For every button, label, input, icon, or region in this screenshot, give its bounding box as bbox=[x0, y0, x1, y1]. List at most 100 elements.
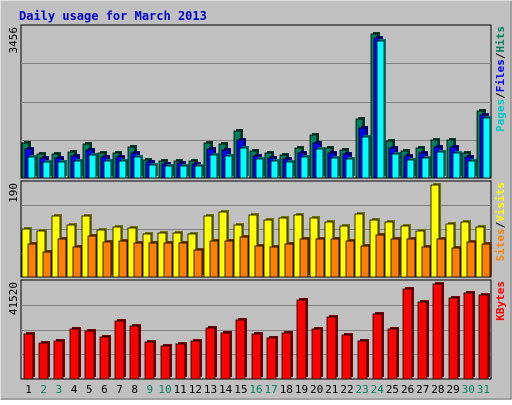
bar-pages bbox=[255, 158, 264, 179]
bar-pages bbox=[300, 156, 309, 179]
x-tick-label: 24 bbox=[371, 383, 385, 396]
x-tick-label: 5 bbox=[86, 383, 93, 396]
bar-kbytes bbox=[296, 299, 307, 380]
x-tick-label: 19 bbox=[295, 383, 308, 396]
x-tick-label: 27 bbox=[416, 383, 429, 396]
bar-sites bbox=[178, 242, 188, 278]
bar-pages bbox=[164, 165, 173, 179]
legend-entry: Pages bbox=[494, 99, 507, 132]
bar-sites bbox=[269, 246, 279, 278]
bar-pages bbox=[376, 40, 385, 179]
bar-kbytes bbox=[402, 288, 413, 380]
bar-sites bbox=[224, 240, 234, 278]
x-tick-label: 13 bbox=[204, 383, 217, 396]
x-tick-label: 11 bbox=[174, 383, 187, 396]
bar-sites bbox=[87, 235, 97, 278]
bar-pages bbox=[148, 164, 157, 179]
x-tick-label: 26 bbox=[401, 383, 414, 396]
bar-pages bbox=[270, 160, 279, 179]
bar-kbytes bbox=[326, 316, 337, 380]
legend-entry: Sites bbox=[494, 228, 507, 261]
bar-sites bbox=[345, 240, 355, 278]
bar-sites bbox=[330, 238, 340, 278]
x-tick-label: 14 bbox=[219, 383, 233, 396]
bar-kbytes bbox=[432, 283, 443, 380]
bar-sites bbox=[72, 246, 82, 278]
x-tick-label: 7 bbox=[116, 383, 123, 396]
bar-pages bbox=[345, 158, 354, 179]
bar-pages bbox=[406, 159, 415, 179]
x-tick-label: 1 bbox=[25, 383, 32, 396]
panel-hits: 3456 Pages/Files/Hits bbox=[7, 24, 507, 179]
bar-pages bbox=[27, 156, 36, 179]
bar-kbytes bbox=[417, 301, 428, 380]
bar-sites bbox=[390, 238, 400, 278]
x-axis-labels: 1 2 3 4 5 6 7 8 9 10 11 12 13 14 15 16 17 18 19 20 21 22 23 24 2… bbox=[25, 383, 490, 396]
bar-pages bbox=[57, 161, 66, 179]
bar-kbytes bbox=[266, 337, 277, 380]
bar-kbytes bbox=[144, 341, 155, 380]
bar-pages bbox=[361, 136, 370, 179]
bar-kbytes bbox=[235, 319, 246, 380]
bar-kbytes bbox=[190, 340, 201, 380]
x-tick-label: 10 bbox=[158, 383, 171, 396]
bar-sites bbox=[360, 245, 370, 278]
bar-kbytes bbox=[387, 328, 398, 380]
legend-visits: Sites/Visits bbox=[494, 182, 507, 262]
bar-visits bbox=[430, 184, 440, 278]
legend-kbytes: KBytes bbox=[494, 281, 507, 321]
bar-pages bbox=[42, 161, 51, 179]
bar-sites bbox=[254, 245, 264, 278]
bar-sites bbox=[406, 238, 416, 278]
bar-pages bbox=[209, 154, 218, 179]
x-tick-label: 21 bbox=[325, 383, 338, 396]
bar-kbytes bbox=[478, 294, 489, 380]
bar-kbytes bbox=[372, 313, 383, 380]
x-tick-label: 16 bbox=[249, 383, 262, 396]
bar-sites bbox=[239, 236, 249, 278]
x-tick-label: 31 bbox=[477, 383, 490, 396]
x-tick-label: 3 bbox=[56, 383, 63, 396]
bar-kbytes bbox=[311, 328, 322, 380]
bar-sites bbox=[466, 241, 476, 278]
bar-sites bbox=[375, 234, 385, 278]
bar-pages bbox=[315, 148, 324, 179]
bar-kbytes bbox=[129, 325, 140, 380]
bar-sites bbox=[299, 238, 309, 278]
bar-kbytes bbox=[23, 333, 34, 380]
legend-separator: / bbox=[494, 221, 507, 228]
bar-sites bbox=[102, 241, 112, 278]
bar-kbytes bbox=[69, 328, 80, 380]
panel-kbytes: 41520 KBytes bbox=[7, 279, 507, 380]
bar-pages bbox=[330, 157, 339, 179]
x-tick-label: 4 bbox=[71, 383, 78, 396]
chart-title: Daily usage for March 2013 bbox=[19, 9, 207, 23]
bar-kbytes bbox=[341, 334, 352, 380]
bar-kbytes bbox=[205, 327, 216, 380]
bar-pages bbox=[88, 154, 97, 179]
x-tick-label: 12 bbox=[189, 383, 202, 396]
y-max-label: 3456 bbox=[7, 27, 20, 54]
bar-kbytes bbox=[220, 332, 231, 380]
bar-pages bbox=[391, 153, 400, 179]
bar-pages bbox=[224, 155, 233, 179]
x-tick-label: 2 bbox=[40, 383, 47, 396]
bar-kbytes bbox=[38, 342, 49, 380]
bar-sites bbox=[148, 242, 158, 278]
bar-pages bbox=[452, 152, 461, 179]
bar-sites bbox=[436, 238, 446, 278]
legend-hits: Pages/Files/Hits bbox=[494, 26, 507, 132]
bar-kbytes bbox=[448, 297, 459, 380]
bar-kbytes bbox=[114, 320, 125, 380]
bar-sites bbox=[421, 246, 431, 278]
bar-pages bbox=[467, 160, 476, 179]
x-tick-label: 25 bbox=[386, 383, 399, 396]
bar-kbytes bbox=[99, 336, 110, 380]
y-max-label: 41520 bbox=[7, 282, 20, 315]
bar-sites bbox=[27, 243, 37, 278]
bar-sites bbox=[451, 247, 461, 278]
bar-sites bbox=[193, 249, 203, 278]
bar-pages bbox=[239, 147, 248, 179]
x-tick-label: 8 bbox=[131, 383, 138, 396]
